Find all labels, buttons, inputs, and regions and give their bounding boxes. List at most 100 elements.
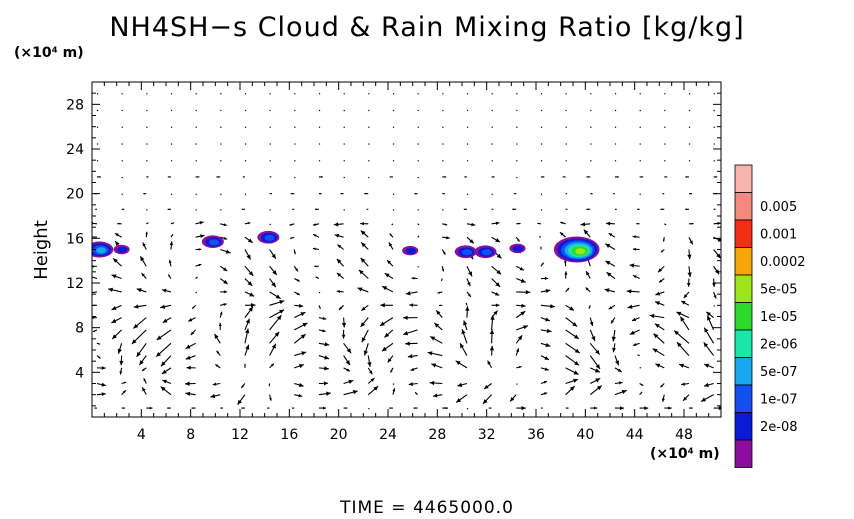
wind-vector — [368, 126, 370, 128]
wind-vector-head — [147, 176, 149, 178]
wind-vector — [540, 143, 543, 145]
cloud-contour-level — [513, 245, 524, 252]
wind-vector-head — [569, 306, 575, 311]
wind-vector-head — [495, 303, 500, 307]
y-tick-label: 20 — [66, 187, 84, 203]
wind-vector-head — [704, 382, 709, 388]
wind-vector-head — [326, 391, 331, 396]
wind-vector — [195, 93, 197, 95]
wind-vector-head — [546, 328, 552, 334]
wind-vector-head — [690, 192, 693, 195]
wind-vector — [170, 93, 173, 95]
colorbar-swatch — [734, 439, 753, 468]
wind-vector-head — [564, 271, 568, 275]
wind-vector-head — [245, 318, 250, 324]
wind-vector-head — [545, 288, 551, 294]
wind-vector — [146, 209, 148, 211]
wind-vector-head — [156, 351, 162, 357]
wind-vector-head — [644, 406, 649, 410]
wind-vector-head — [562, 176, 564, 178]
wind-vector-head — [312, 247, 316, 251]
wind-vector-head — [490, 315, 495, 320]
wind-vector-head — [613, 193, 614, 195]
wind-vector-head — [279, 299, 285, 305]
wind-vector-head — [271, 343, 276, 349]
wind-vector-head — [160, 304, 166, 309]
wind-vector — [96, 93, 99, 95]
wind-vector-head — [223, 303, 227, 306]
x-tick-label: 48 — [675, 427, 693, 443]
wind-vector-head — [298, 393, 303, 398]
wind-vector-head — [248, 271, 254, 276]
wind-vector-head — [241, 407, 243, 409]
wind-vector-head — [429, 380, 435, 386]
wind-vector-head — [618, 381, 623, 385]
wind-vector-head — [185, 391, 191, 397]
wind-vector-head — [655, 301, 661, 306]
wind-vector-head — [521, 405, 526, 411]
wind-vector-head — [314, 265, 317, 268]
wind-vector-head — [489, 329, 495, 335]
wind-vector-head — [333, 222, 339, 227]
colorbar-swatch — [734, 247, 753, 276]
wind-vector-head — [714, 208, 716, 210]
wind-vector — [269, 109, 271, 112]
wind-vector — [121, 160, 123, 162]
wind-vector-head — [289, 223, 292, 226]
wind-vector-head — [370, 378, 375, 382]
wind-vector-head — [525, 290, 531, 295]
wind-vector-head — [654, 323, 660, 328]
wind-vector — [392, 109, 395, 112]
wind-vector-head — [427, 351, 433, 356]
wind-vector — [368, 160, 370, 162]
wind-vector-head — [379, 321, 385, 326]
wind-vector — [442, 109, 444, 112]
wind-vector-head — [614, 360, 620, 366]
wind-vector-head — [111, 318, 117, 323]
wind-vector-head — [515, 348, 520, 353]
wind-vector-head — [572, 322, 578, 327]
wind-vector-head — [221, 407, 224, 409]
wind-vector-head — [621, 389, 627, 395]
wind-vector — [442, 93, 444, 95]
wind-vector-head — [214, 333, 219, 339]
wind-vector-head — [457, 382, 463, 387]
wind-vector-head — [390, 369, 393, 373]
wind-vector-head — [169, 241, 174, 246]
wind-vector-head — [521, 303, 526, 308]
wind-vector-head — [348, 379, 354, 384]
wind-vector — [417, 143, 419, 145]
wind-vector-head — [115, 241, 120, 246]
wind-vector-head — [95, 208, 96, 210]
wind-vector-head — [517, 335, 523, 341]
wind-vector-head — [436, 310, 441, 315]
wind-vector-head — [640, 391, 643, 394]
wind-vector — [170, 193, 173, 195]
cloud-patch — [474, 245, 497, 259]
wind-vector-head — [636, 222, 638, 225]
wind-vector-head — [123, 407, 126, 409]
wind-vector-head — [112, 334, 117, 340]
wind-vector-head — [619, 406, 625, 411]
y-tick-label: 28 — [66, 97, 84, 113]
wind-vector-head — [653, 333, 659, 339]
wind-vector-head — [588, 306, 591, 309]
wind-vector — [491, 109, 493, 112]
wind-vector — [713, 93, 715, 95]
wind-vector-head — [161, 369, 167, 374]
wind-vector-head — [441, 279, 443, 281]
wind-vector — [417, 266, 419, 268]
wind-vector — [664, 126, 666, 128]
wind-vector-head — [276, 315, 282, 321]
wind-vector-head — [315, 276, 318, 279]
wind-vector-head — [513, 193, 515, 195]
wind-vector-head — [626, 289, 632, 294]
wind-vector — [516, 109, 518, 112]
wind-vector — [417, 93, 419, 95]
wind-vector-head — [463, 208, 466, 210]
wind-vector-head — [594, 368, 600, 373]
wind-vector — [195, 193, 197, 195]
wind-vector-head — [142, 387, 146, 392]
colorbar-swatch — [734, 164, 753, 193]
wind-vector — [639, 160, 641, 162]
